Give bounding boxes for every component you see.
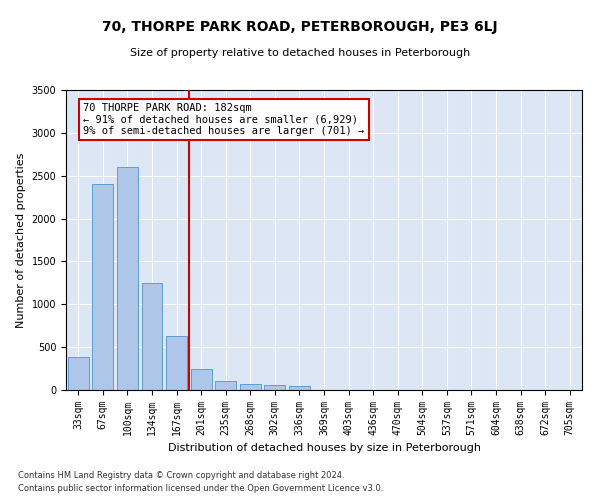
Bar [191, 368, 212, 390]
X-axis label: Distribution of detached houses by size in Peterborough: Distribution of detached houses by size … [167, 444, 481, 454]
Bar [142, 283, 163, 390]
Text: Contains public sector information licensed under the Open Government Licence v3: Contains public sector information licen… [18, 484, 383, 493]
Bar [265, 386, 286, 390]
Bar [92, 184, 113, 390]
Bar [240, 384, 261, 390]
Bar [289, 386, 310, 390]
Bar [68, 358, 89, 390]
Bar [166, 336, 187, 390]
Text: 70 THORPE PARK ROAD: 182sqm
← 91% of detached houses are smaller (6,929)
9% of s: 70 THORPE PARK ROAD: 182sqm ← 91% of det… [83, 103, 364, 136]
Bar [215, 382, 236, 390]
Text: Size of property relative to detached houses in Peterborough: Size of property relative to detached ho… [130, 48, 470, 58]
Text: 70, THORPE PARK ROAD, PETERBOROUGH, PE3 6LJ: 70, THORPE PARK ROAD, PETERBOROUGH, PE3 … [102, 20, 498, 34]
Bar [117, 167, 138, 390]
Text: Contains HM Land Registry data © Crown copyright and database right 2024.: Contains HM Land Registry data © Crown c… [18, 470, 344, 480]
Y-axis label: Number of detached properties: Number of detached properties [16, 152, 26, 328]
